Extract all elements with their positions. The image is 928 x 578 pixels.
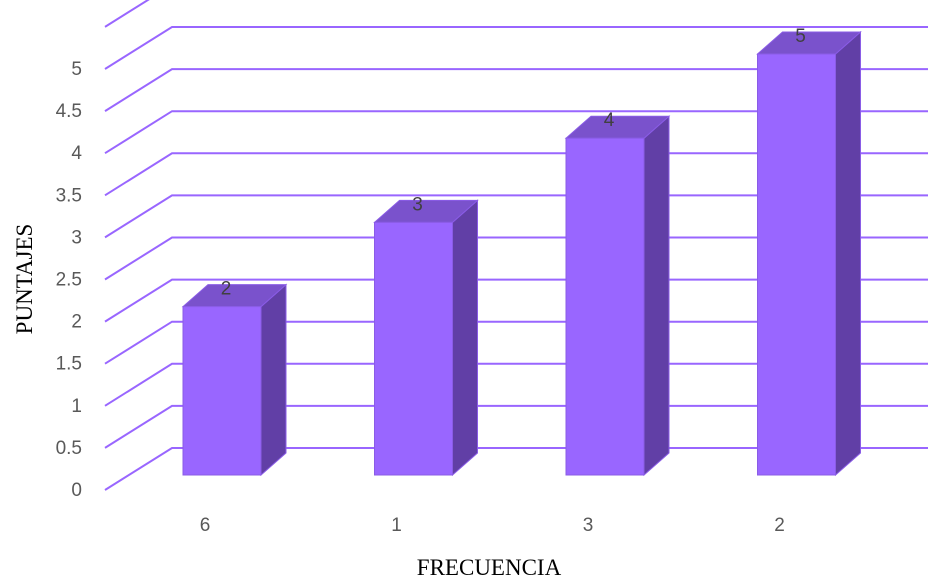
gridlines <box>104 0 928 491</box>
x-axis-ticks: 6 1 3 2 <box>200 515 785 536</box>
y-tick-label: 1 <box>71 396 82 417</box>
data-labels: 2 3 4 5 <box>221 26 806 300</box>
y-tick-label: 3.5 <box>56 185 82 206</box>
gridline <box>104 404 928 449</box>
y-tick-label: 2.5 <box>56 270 82 291</box>
y-tick-label: 1.5 <box>56 354 82 375</box>
bar-front <box>182 306 262 476</box>
gridline <box>104 110 928 155</box>
x-tick-label: 6 <box>200 515 211 536</box>
y-tick-label: 5 <box>71 59 82 80</box>
data-label: 3 <box>412 194 423 215</box>
y-tick-label: 2 <box>71 312 82 333</box>
data-label: 5 <box>795 26 806 47</box>
y-tick-label: 4 <box>71 143 82 164</box>
y-tick-label: 0.5 <box>56 438 82 459</box>
bars <box>181 30 862 477</box>
gridline <box>104 68 928 112</box>
bar-side <box>260 283 287 477</box>
bar-side <box>835 30 861 477</box>
gridline <box>104 152 928 197</box>
bar-front <box>565 137 645 476</box>
y-axis-ticks: 0 0.5 1 1.5 2 2.5 3 3.5 4 4.5 5 <box>56 59 83 501</box>
gridline <box>104 26 928 70</box>
x-tick-label: 1 <box>391 515 402 536</box>
bar <box>181 283 288 477</box>
bar <box>373 199 479 477</box>
gridline <box>104 278 928 323</box>
data-label: 4 <box>604 110 615 131</box>
bar <box>756 30 862 477</box>
y-axis-title: PUNTAJES <box>12 224 37 335</box>
x-tick-label: 3 <box>583 515 594 536</box>
gridline <box>104 236 928 281</box>
bar-front <box>374 221 453 476</box>
gridline <box>104 362 928 407</box>
x-tick-label: 2 <box>774 515 785 536</box>
gridline <box>104 194 928 239</box>
gridline <box>104 0 150 28</box>
y-tick-label: 3 <box>71 227 82 248</box>
x-axis-title: FRECUENCIA <box>417 555 562 578</box>
bar-side <box>452 199 478 477</box>
gridline <box>104 447 928 491</box>
bar-side <box>643 115 670 477</box>
gridline <box>104 320 928 365</box>
y-tick-label: 0 <box>71 480 82 501</box>
bar-front <box>757 53 836 476</box>
data-label: 2 <box>221 279 232 300</box>
bar <box>564 115 671 477</box>
y-tick-label: 4.5 <box>56 101 82 122</box>
